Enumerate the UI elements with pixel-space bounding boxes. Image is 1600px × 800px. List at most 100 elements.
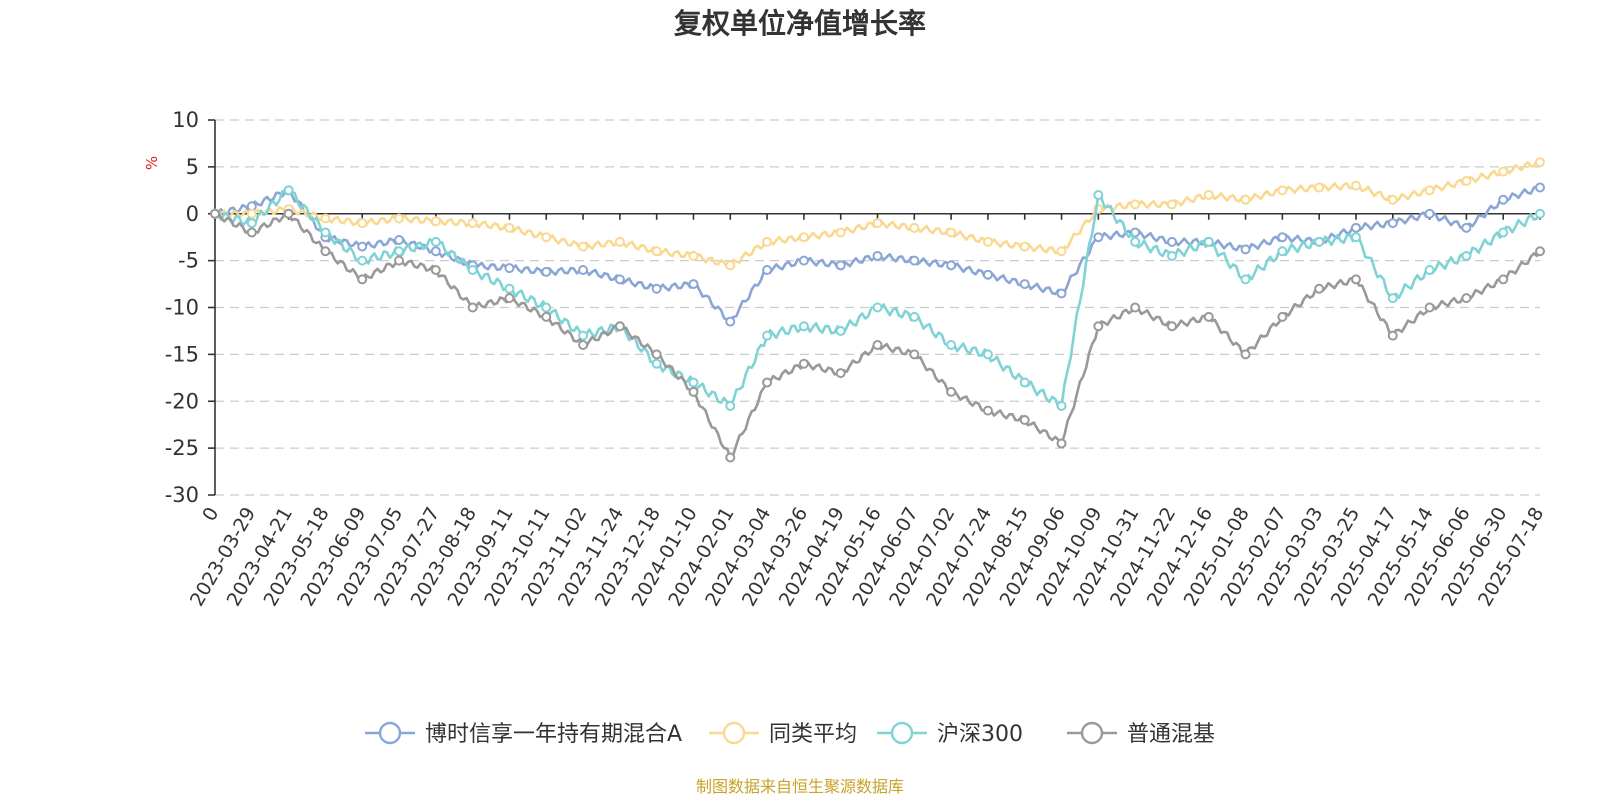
data-point (541, 266, 552, 277)
data-point (1166, 250, 1177, 261)
data-point (1535, 157, 1545, 168)
data-point (1535, 246, 1545, 257)
data-point (946, 340, 957, 350)
data-point (835, 368, 846, 379)
axes (214, 120, 1540, 495)
data-point (504, 283, 515, 294)
data-point (394, 235, 405, 245)
data-point (1387, 218, 1398, 229)
data-point (872, 250, 883, 261)
data-point (762, 330, 773, 341)
legend-item-3[interactable]: 普通混基 (1067, 721, 1215, 747)
series-lines (210, 157, 1545, 463)
data-point (578, 330, 589, 341)
y-tick-label: -15 (165, 342, 199, 366)
legend-label: 普通混基 (1127, 722, 1215, 747)
data-point (982, 405, 993, 416)
data-point (762, 236, 773, 247)
data-point (541, 311, 552, 322)
data-point (541, 232, 552, 243)
data-point (1019, 279, 1030, 290)
data-point (872, 218, 883, 229)
data-point (651, 349, 662, 360)
data-point (1166, 199, 1177, 210)
data-point (1019, 377, 1030, 388)
series-1 (210, 157, 1545, 271)
data-point (1203, 190, 1214, 200)
data-point (1387, 194, 1398, 205)
data-point (394, 213, 405, 224)
data-point (1498, 227, 1509, 238)
data-point (1019, 241, 1030, 252)
y-tick-label: -5 (178, 249, 199, 273)
data-point (357, 274, 368, 285)
data-point (578, 265, 589, 275)
data-point (1277, 185, 1288, 196)
data-point (614, 274, 625, 285)
data-point (798, 255, 809, 266)
data-point (1277, 246, 1288, 257)
data-point (357, 241, 368, 252)
data-point (283, 208, 294, 219)
data-point (909, 349, 920, 360)
data-point (982, 349, 993, 360)
legend-item-2[interactable]: 沪深300 (877, 721, 1023, 747)
data-point (578, 340, 589, 350)
legend-swatch-marker (890, 721, 914, 745)
y-tick-label: -20 (165, 389, 199, 413)
data-point (762, 377, 773, 388)
y-tick-label: 0 (186, 202, 199, 226)
data-point (982, 236, 993, 247)
data-point (1498, 166, 1509, 177)
data-point (725, 260, 736, 271)
data-point (504, 222, 515, 233)
data-point (1350, 274, 1361, 285)
data-point (798, 358, 809, 369)
data-point (1461, 222, 1472, 233)
data-point (210, 208, 220, 219)
data-point (688, 250, 699, 261)
data-point (1166, 321, 1177, 332)
data-point (835, 227, 846, 238)
data-point (394, 255, 405, 266)
data-point (1093, 321, 1104, 332)
data-point (835, 325, 846, 336)
legend-label: 博时信享一年持有期混合A (425, 722, 682, 747)
data-point (467, 302, 478, 313)
legend[interactable]: 博时信享一年持有期混合A 同类平均 沪深300 普通混基 (365, 721, 1215, 747)
data-point (1424, 208, 1435, 219)
data-point (357, 218, 368, 229)
data-point (246, 218, 257, 229)
data-point (1387, 293, 1398, 304)
legend-swatch-marker (722, 721, 746, 745)
data-point (1093, 190, 1104, 200)
legend-item-1[interactable]: 同类平均 (709, 721, 857, 747)
data-point (467, 265, 478, 275)
x-axis-ticks: 02023-03-292023-04-212023-05-182023-06-0… (186, 213, 1548, 610)
data-point (1535, 182, 1545, 193)
data-point (430, 216, 441, 227)
legend-item-0[interactable]: 博时信享一年持有期混合A (365, 721, 682, 747)
data-point (320, 246, 331, 257)
legend-label: 同类平均 (769, 722, 857, 747)
data-point (651, 283, 662, 294)
data-point (283, 185, 294, 196)
data-point (1461, 293, 1472, 304)
data-point (1424, 302, 1435, 313)
data-point (1350, 180, 1361, 191)
data-point (1019, 415, 1030, 425)
data-point (1240, 349, 1251, 360)
data-point (1535, 208, 1545, 219)
data-point (541, 302, 552, 313)
data-point (246, 227, 257, 238)
data-point (1056, 438, 1067, 449)
data-point (725, 452, 736, 463)
data-point (1203, 236, 1214, 247)
data-point (1056, 400, 1067, 411)
data-point (430, 265, 441, 275)
y-tick-label: 5 (186, 155, 199, 179)
data-point (320, 213, 331, 224)
data-point (909, 311, 920, 322)
data-point (1130, 199, 1141, 210)
data-point (835, 260, 846, 271)
